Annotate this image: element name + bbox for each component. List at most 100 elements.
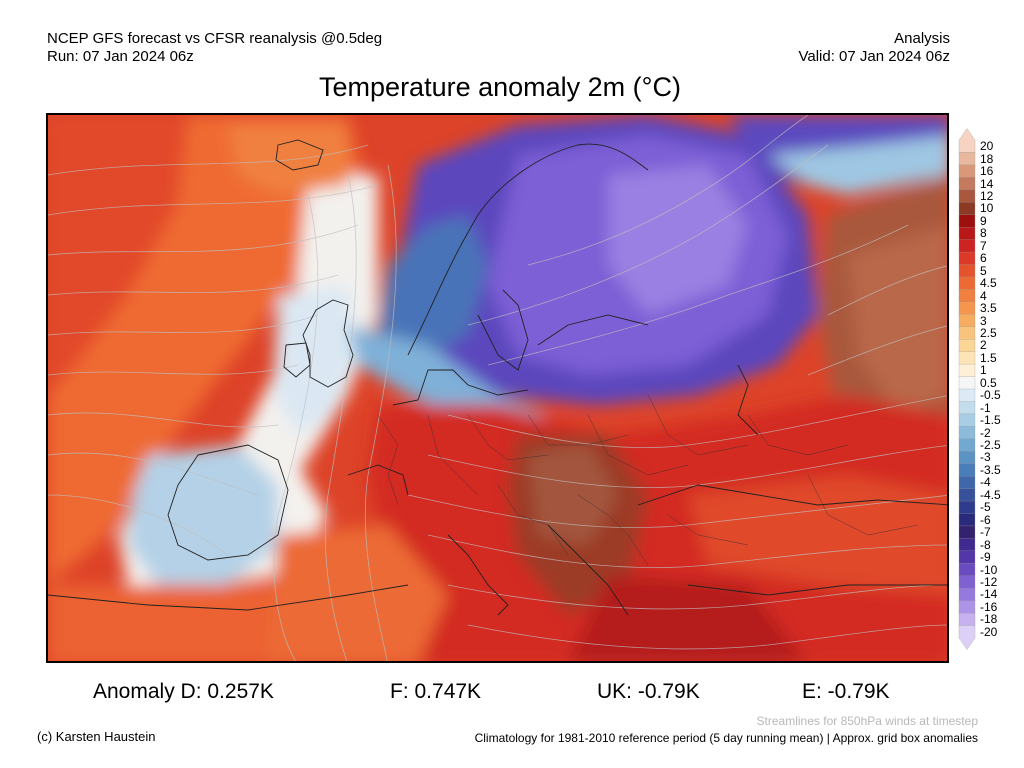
header-left: NCEP GFS forecast vs CFSR reanalysis @0.… <box>47 30 382 66</box>
colorbar-level-label: -4 <box>980 475 991 490</box>
colorbar-level-label: -4.5 <box>980 487 1001 502</box>
colorbar-swatch <box>958 202 976 216</box>
valid-time: Valid: 07 Jan 2024 06z <box>798 48 950 65</box>
colorbar-level-label: -1 <box>980 400 991 415</box>
colorbar-level-label: -3 <box>980 450 991 465</box>
anomaly-uk-value: UK: -0.79K <box>597 680 700 703</box>
anomaly-map <box>46 113 949 663</box>
colorbar-level-label: 20 <box>980 139 994 154</box>
colorbar-swatch <box>958 363 976 378</box>
colorbar-swatch <box>958 401 976 415</box>
map-title: Temperature anomaly 2m (°C) <box>319 72 681 102</box>
colorbar-swatch <box>958 276 976 291</box>
colorbar-level-label: 3 <box>980 313 987 328</box>
colorbar-swatch <box>958 128 976 153</box>
colorbar-swatch <box>958 227 976 241</box>
colorbar-swatch <box>958 550 976 564</box>
country-borders <box>377 394 919 566</box>
colorbar-swatch <box>958 612 976 627</box>
colorbar-level-label: -8 <box>980 537 991 552</box>
colorbar-level-label: -5 <box>980 500 991 515</box>
anomaly-d-value: Anomaly D: 0.257K <box>93 680 274 703</box>
colorbar-level-label: 1 <box>980 363 987 378</box>
colorbar-level-label: 1.5 <box>980 350 997 365</box>
anomaly-f-value: F: 0.747K <box>390 680 482 703</box>
run-time: Run: 07 Jan 2024 06z <box>47 48 194 65</box>
colorbar-swatch <box>958 239 976 253</box>
colorbar-swatch <box>958 339 976 353</box>
coastlines <box>48 139 947 616</box>
header-right: Analysis Valid: 07 Jan 2024 06z <box>798 30 950 66</box>
colorbar-level-label: 10 <box>980 201 994 216</box>
colorbar-swatch <box>958 588 976 602</box>
colorbar-swatch <box>958 164 976 179</box>
colorbar-swatch <box>958 301 976 315</box>
colorbar-swatch <box>958 413 976 427</box>
colorbar-level-label: -16 <box>980 599 998 614</box>
colorbar-level-label: -10 <box>980 562 998 577</box>
colorbar-level-label: -7 <box>980 525 991 540</box>
colorbar-level-label: -2.5 <box>980 438 1001 453</box>
anomaly-e-value: E: -0.79K <box>802 680 890 703</box>
colorbar-swatch <box>958 351 976 365</box>
colorbar-swatch <box>958 563 976 577</box>
colorbar-level-label: -12 <box>980 574 998 589</box>
colorbar-swatch <box>958 152 976 166</box>
model-description: NCEP GFS forecast vs CFSR reanalysis @0.… <box>47 30 383 47</box>
colorbar-swatch <box>958 189 976 203</box>
colorbar-level-label: -2 <box>980 425 991 440</box>
colorbar-level-label: 4 <box>980 288 987 303</box>
colorbar-swatch <box>958 451 976 465</box>
colorbar-level-label: 0.5 <box>980 375 997 390</box>
colorbar-swatch <box>958 264 976 278</box>
anomaly-field <box>48 115 947 661</box>
colorbar-level-label: 4.5 <box>980 276 997 291</box>
colorbar-level-label: 18 <box>980 151 994 166</box>
streamlines-note: Streamlines for 850hPa winds at timestep <box>756 714 978 728</box>
colorbar-level-label: -18 <box>980 612 998 627</box>
colorbar-level-label: -14 <box>980 587 998 602</box>
colorbar-swatch <box>958 438 976 452</box>
colorbar-swatch <box>958 513 976 527</box>
colorbar-level-label: -9 <box>980 550 991 565</box>
colorbar-swatch <box>958 289 976 303</box>
climatology-note: Climatology for 1981-2010 reference peri… <box>474 731 978 745</box>
colorbar-swatch <box>958 388 976 403</box>
colorbar-swatch <box>958 426 976 440</box>
colorbar <box>958 128 976 650</box>
colorbar-swatch <box>958 500 976 515</box>
colorbar-level-label: 8 <box>980 226 987 241</box>
colorbar-level-label: 9 <box>980 213 987 228</box>
colorbar-swatch <box>958 314 976 328</box>
colorbar-level-label: -3.5 <box>980 462 1001 477</box>
streamlines <box>48 115 947 661</box>
colorbar-level-label: 2.5 <box>980 325 997 340</box>
colorbar-swatch <box>958 625 976 650</box>
colorbar-level-label: 6 <box>980 251 987 266</box>
colorbar-level-label: 2 <box>980 338 987 353</box>
colorbar-level-label: 14 <box>980 176 994 191</box>
colorbar-swatch <box>958 463 976 477</box>
colorbar-swatch <box>958 488 976 502</box>
colorbar-swatch <box>958 538 976 552</box>
colorbar-swatch <box>958 525 976 540</box>
colorbar-swatch <box>958 326 976 340</box>
colorbar-swatch <box>958 177 976 191</box>
colorbar-swatch <box>958 376 976 390</box>
analysis-label: Analysis <box>894 30 950 47</box>
colorbar-swatch <box>958 251 976 266</box>
copyright: (c) Karsten Haustein <box>37 729 156 744</box>
colorbar-level-label: 3.5 <box>980 301 997 316</box>
colorbar-level-label: 16 <box>980 164 994 179</box>
colorbar-swatch <box>958 214 976 228</box>
colorbar-level-label: 7 <box>980 238 987 253</box>
colorbar-level-label: -1.5 <box>980 413 1001 428</box>
colorbar-swatch <box>958 600 976 614</box>
colorbar-labels: 20 18 16 14 12 10 9 8 7 6 5 4.5 4 3.5 3 2.5 2 1.5 1 0.5 -0.5… <box>980 128 1020 650</box>
colorbar-level-label: 5 <box>980 263 987 278</box>
colorbar-swatch <box>958 575 976 589</box>
colorbar-level-label: -6 <box>980 512 991 527</box>
colorbar-level-label: -20 <box>980 624 998 639</box>
colorbar-level-label: -0.5 <box>980 388 1001 403</box>
colorbar-swatch <box>958 475 976 490</box>
